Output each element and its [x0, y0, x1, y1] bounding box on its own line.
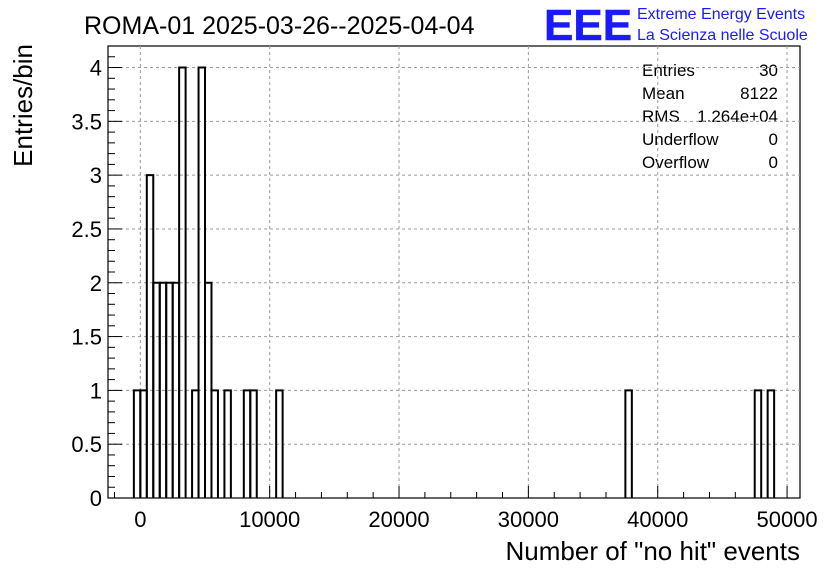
histogram-bin	[210, 389, 219, 498]
x-tick-label: 40000	[627, 507, 688, 532]
y-tick-label: 3	[90, 163, 102, 188]
y-tick-label: 0	[90, 486, 102, 511]
histogram-bin	[624, 389, 633, 498]
histogram-bin	[753, 389, 763, 498]
y-tick-label: 3.5	[71, 109, 102, 134]
stat-rms-value: 1.264e+04	[697, 107, 778, 126]
eee-logo-line2: La Scienza nelle Scuole	[637, 27, 808, 44]
x-tick-label: 20000	[368, 507, 429, 532]
histogram-bin	[249, 389, 258, 498]
y-tick-label: 1	[90, 378, 102, 403]
x-tick-label: 30000	[498, 507, 559, 532]
histogram-bin	[223, 389, 232, 498]
stat-entries-value: 30	[759, 61, 778, 80]
ticks-layer: 0 10000 20000 30000 40000 50000 0 0.5 1 1.5 2 2.5 3 3…	[71, 56, 817, 532]
eee-logo-mark: EEE	[544, 1, 632, 50]
stat-overflow-value: 0	[769, 153, 778, 172]
stats-box: Entries 30 Mean 8122 RMS 1.264e+04 Under…	[642, 61, 778, 172]
eee-logo: EEE Extreme Energy Events La Scienza nel…	[544, 1, 808, 51]
x-tick-label: 10000	[239, 507, 300, 532]
eee-logo-line1: Extreme Energy Events	[637, 6, 805, 23]
stat-underflow-label: Underflow	[642, 130, 719, 149]
stat-underflow-value: 0	[769, 130, 778, 149]
stat-overflow-label: Overflow	[642, 153, 710, 172]
y-tick-label: 2	[90, 271, 102, 296]
bars-layer	[132, 66, 776, 498]
grid-layer	[108, 46, 800, 498]
histogram-bin	[766, 389, 776, 498]
x-axis-title: Number of "no hit" events	[506, 536, 801, 566]
chart-title: ROMA-01 2025-03-26--2025-04-04	[84, 12, 475, 40]
x-tick-label: 50000	[756, 507, 817, 532]
histogram-bin	[178, 66, 187, 498]
stat-mean-label: Mean	[642, 84, 685, 103]
y-tick-label: 4	[90, 56, 102, 81]
stat-rms-label: RMS	[642, 107, 680, 126]
x-tick-label: 0	[134, 507, 146, 532]
stat-mean-value: 8122	[740, 84, 778, 103]
y-tick-label: 1.5	[71, 325, 102, 350]
stat-entries-label: Entries	[642, 61, 695, 80]
y-tick-label: 2.5	[71, 217, 102, 242]
y-axis-title: Entries/bin	[8, 44, 38, 167]
y-tick-label: 0.5	[71, 432, 102, 457]
histogram-bin	[275, 389, 284, 498]
